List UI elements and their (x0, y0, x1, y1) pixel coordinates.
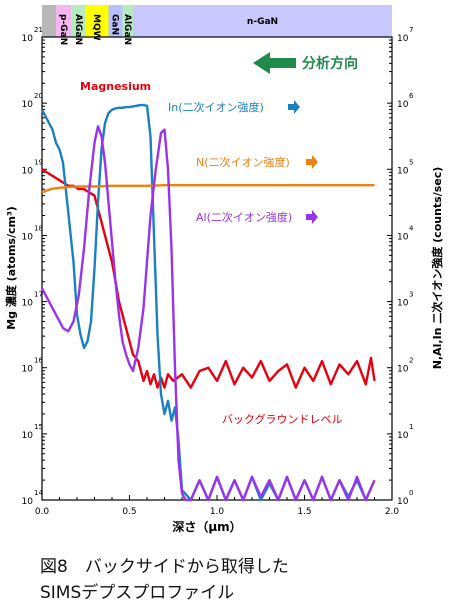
indium-label: In(二次イオン強度) (168, 100, 264, 114)
x-axis: 0.0 0.5 1.0 1.5 2.0 (35, 495, 400, 517)
y-tick-left-exp: 16 (34, 357, 43, 365)
y-tick-left-exp: 14 (34, 489, 43, 497)
x-tick-label: 2.0 (385, 507, 400, 517)
y-tick-right-base: 10 (397, 232, 409, 242)
y-tick-right-exp: 2 (409, 357, 413, 365)
direction-arrow: 分析方向 (253, 52, 358, 74)
y-tick-left-exp: 20 (34, 92, 43, 100)
layer-segment (56, 5, 72, 37)
layer-segment (122, 5, 133, 37)
nitrogen-label: N(二次イオン強度) (196, 155, 290, 169)
series-layer (40, 103, 376, 502)
y-tick-left-base: 10 (22, 232, 34, 242)
sims-depth-profile-chart: p-GaN AlGaN MQW GaN AlGaN n-GaN 1014101510161… (4, 5, 444, 534)
layer-label: GaN (110, 14, 120, 35)
y-tick-right-base: 10 (397, 365, 409, 375)
layer-label: MQW (91, 14, 101, 41)
series-line (41, 168, 376, 389)
x-tick-label: 1.0 (210, 507, 225, 517)
y-tick-right-exp: 4 (409, 224, 414, 232)
y-axis-right-label: N,Al,In 二次イオン強度 (counts/sec) (430, 167, 444, 370)
layer-label: n-GaN (247, 17, 278, 27)
y-tick-right-exp: 7 (409, 26, 413, 34)
y-tick-left-base: 10 (22, 299, 34, 309)
y-tick-left-base: 10 (22, 166, 34, 176)
aluminum-label: Al(二次イオン強度) (196, 210, 292, 224)
x-tick-label: 0.5 (122, 507, 136, 517)
layer-segment (71, 5, 86, 37)
y-tick-right-base: 10 (397, 431, 409, 441)
y-tick-left-exp: 18 (34, 224, 43, 232)
arrow-right-icon (306, 155, 318, 169)
layer-label: AlGaN (122, 14, 132, 45)
series-line (40, 125, 376, 502)
y-tick-right-exp: 0 (409, 489, 413, 497)
background-level-label: バックグラウンドレベル (222, 412, 343, 426)
figure-caption-line2: SIMSデプスプロファイル (40, 583, 235, 603)
y-axis-left-label: Mg 濃度 (atoms/cm³) (4, 206, 18, 330)
y-tick-right-exp: 3 (409, 291, 413, 299)
y-tick-right-base: 10 (397, 497, 409, 507)
x-axis-label: 深さ（μm） (172, 519, 241, 534)
y-tick-right-base: 10 (397, 299, 409, 309)
y-tick-left-base: 10 (22, 365, 34, 375)
magnesium-label: Magnesium (80, 80, 151, 93)
layer-segment (108, 5, 123, 37)
series-line (41, 184, 375, 194)
y-tick-right-base: 10 (397, 100, 409, 110)
y-tick-left-base: 10 (22, 431, 34, 441)
y-tick-left-exp: 19 (34, 158, 43, 166)
layer-segment (85, 5, 109, 37)
arrow-left-icon (253, 52, 296, 74)
x-tick-label: 0.0 (35, 507, 50, 517)
label-arrows (288, 100, 318, 224)
figure-caption-line1: 図8 バックサイドから取得した (40, 557, 289, 577)
direction-label: 分析方向 (302, 55, 358, 72)
layer-segment (42, 5, 56, 37)
layer-segment (133, 5, 392, 37)
y-tick-left-exp: 17 (34, 291, 43, 299)
y-tick-left-base: 10 (22, 497, 34, 507)
y-tick-right-exp: 1 (409, 423, 413, 431)
y-tick-right-base: 10 (397, 34, 409, 44)
y-tick-right-base: 10 (397, 166, 409, 176)
y-tick-right-exp: 5 (409, 158, 413, 166)
x-tick-label: 1.5 (297, 507, 311, 517)
layer-label: p-GaN (58, 14, 68, 45)
y-tick-left-base: 10 (22, 34, 34, 44)
layer-structure-bar: p-GaN AlGaN MQW GaN AlGaN n-GaN (42, 5, 392, 45)
y-tick-right-exp: 6 (409, 92, 414, 100)
y-tick-left-exp: 15 (34, 423, 43, 431)
y-tick-left-exp: 21 (34, 26, 43, 34)
arrow-right-icon (288, 100, 300, 114)
arrow-right-icon (306, 210, 318, 224)
layer-label: AlGaN (73, 14, 83, 45)
y-tick-left-base: 10 (22, 100, 34, 110)
